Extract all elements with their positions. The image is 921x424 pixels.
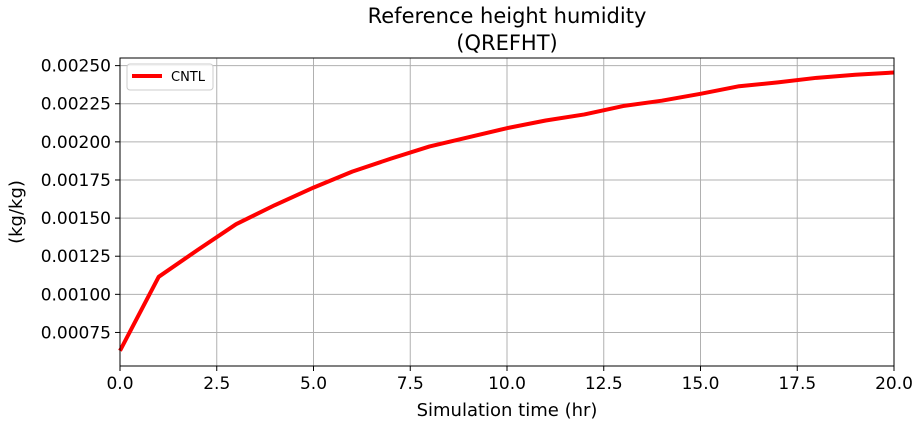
y-axis-label: (kg/kg) [6,180,27,244]
y-tick-label: 0.00075 [41,323,111,343]
chart-title: Reference height humidity [368,4,647,28]
x-tick-label: 20.0 [875,374,913,394]
x-tick-label: 17.5 [778,374,816,394]
legend-label-cntl: CNTL [171,70,206,85]
legend: CNTL [126,63,214,91]
x-axis-label: Simulation time (hr) [417,400,598,421]
x-tick-label: 5.0 [300,374,327,394]
legend-box [126,63,214,91]
y-tick-label: 0.00250 [41,57,111,77]
y-tick-label: 0.00200 [41,133,111,153]
x-tick-label: 15.0 [682,374,720,394]
y-tick-label: 0.00225 [41,95,111,115]
y-tick-label: 0.00175 [41,171,111,191]
x-tick-label: 10.0 [488,374,526,394]
y-tick-label: 0.00100 [41,285,111,305]
chart-subtitle: (QREFHT) [456,31,557,55]
x-tick-label: 12.5 [585,374,623,394]
y-tick-label: 0.00150 [41,209,111,229]
series-layer [118,70,895,352]
series-line-cntl [118,70,895,352]
grid [119,58,895,366]
x-tick-label: 7.5 [397,374,424,394]
x-axis: 0.0 2.5 5.0 7.5 10.0 12.5 15.0 17.5 20.0 [106,366,913,394]
y-axis: 0.00075 0.00100 0.00125 0.00150 0.00175 0.002… [41,57,120,343]
x-tick-label: 2.5 [203,374,230,394]
y-tick-label: 0.00125 [41,247,111,267]
x-tick-label: 0.0 [106,374,133,394]
